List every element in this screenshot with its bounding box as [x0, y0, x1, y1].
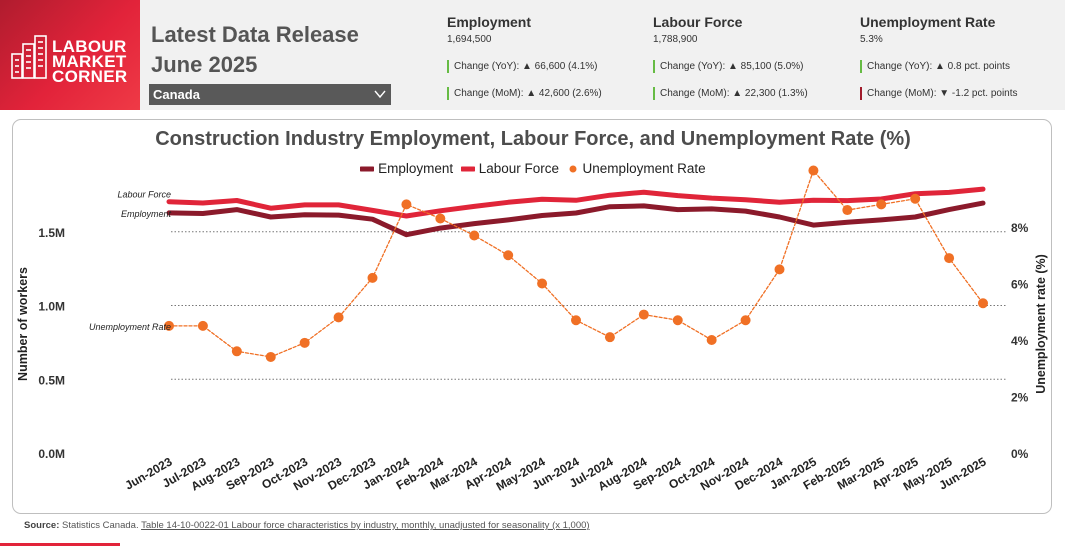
chevron-down-icon: [374, 90, 386, 99]
kpi-labour-force: Labour Force 1,788,900 Change (YoY): ▲ 8…: [653, 14, 808, 100]
legend-marker-employment: [360, 166, 375, 172]
source-text: Statistics Canada.: [59, 520, 142, 531]
data-point-unemployment-rate: [299, 337, 310, 348]
y-right-tick-label: 8%: [1011, 221, 1029, 235]
kpi-labour-force-name: Labour Force: [653, 14, 743, 30]
y-left-tick-label: 0.5M: [38, 373, 65, 387]
chart-legend: Employment Labour Force Unemployment Rat…: [13, 161, 1053, 176]
legend-label-unemployment-rate: Unemployment Rate: [582, 161, 706, 176]
y-right-tick-label: 6%: [1011, 278, 1029, 292]
data-point-unemployment-rate: [231, 346, 242, 357]
legend-marker-unemployment-rate: [569, 165, 577, 173]
data-point-unemployment-rate: [638, 309, 649, 320]
bottom-accent: [0, 543, 120, 546]
source-label: Source:: [24, 520, 60, 531]
kpi-employment-mom: Change (MoM): ▲ 42,600 (2.6%): [447, 87, 602, 100]
data-point-unemployment-rate: [503, 250, 514, 261]
region-select[interactable]: Canada: [149, 84, 391, 105]
line-label-employment: Employment: [121, 209, 172, 219]
kpi-unemployment-rate-name: Unemployment Rate: [860, 14, 996, 30]
data-point-unemployment-rate: [604, 332, 615, 343]
data-point-unemployment-rate: [197, 320, 208, 331]
kpi-labour-force-yoy: Change (YoY): ▲ 85,100 (5.0%): [653, 60, 804, 73]
kpi-unemployment-rate-mom: Change (MoM): ▼ -1.2 pct. points: [860, 87, 1018, 100]
data-point-unemployment-rate: [672, 315, 683, 326]
y-right-tick-label: 0%: [1011, 447, 1029, 461]
y-left-tick-label: 1.5M: [38, 226, 65, 240]
data-point-unemployment-rate: [808, 165, 819, 176]
kpi-unemployment-rate-yoy: Change (YoY): ▲ 0.8 pct. points: [860, 60, 1010, 73]
logo: LABOUR MARKET CORNER: [0, 0, 140, 110]
kpi-employment-name: Employment: [447, 14, 532, 30]
region-select-value: Canada: [153, 87, 200, 102]
kpi-labour-force-mom: Change (MoM): ▲ 22,300 (1.3%): [653, 87, 808, 100]
kpi-employment: Employment 1,694,500 Change (YoY): ▲ 66,…: [447, 14, 602, 100]
series-line-labour-force: [166, 186, 986, 219]
legend-label-labour-force: Labour Force: [478, 161, 560, 176]
source-note: Source: Statistics Canada. Table 14-10-0…: [24, 520, 590, 531]
kpi-employment-yoy: Change (YoY): ▲ 66,600 (4.1%): [447, 60, 598, 73]
data-point-unemployment-rate: [706, 335, 717, 345]
data-point-unemployment-rate: [571, 315, 581, 326]
kpi-employment-value: 1,694,500: [447, 34, 492, 45]
data-point-unemployment-rate: [435, 213, 446, 224]
data-point-unemployment-rate: [469, 230, 480, 241]
y-right-tick-label: 2%: [1011, 391, 1029, 405]
data-point-unemployment-rate: [537, 278, 548, 289]
data-point-unemployment-rate: [910, 193, 921, 204]
y-left-axis-title: Number of workers: [16, 267, 30, 381]
data-point-unemployment-rate: [265, 351, 276, 362]
logo-line-3: CORNER: [52, 67, 128, 86]
data-point-unemployment-rate: [876, 199, 887, 210]
data-point-unemployment-rate: [842, 205, 853, 216]
data-point-unemployment-rate: [774, 264, 785, 275]
line-label-unemployment-rate: Unemployment Rate: [89, 322, 171, 332]
data-point-unemployment-rate: [164, 320, 174, 331]
legend-item-employment[interactable]: Employment: [360, 161, 453, 176]
data-point-unemployment-rate: [740, 315, 751, 326]
release-date: June 2025: [151, 52, 258, 77]
y-left-tick-label: 1.0M: [38, 300, 65, 314]
logo-line-1: LABOUR: [52, 37, 127, 56]
series-line-employment: [166, 200, 986, 238]
chart-title: Construction Industry Employment, Labour…: [155, 128, 911, 150]
data-point-unemployment-rate: [944, 253, 955, 264]
source-link[interactable]: Table 14-10-0022-01 Labour force charact…: [141, 520, 590, 531]
y-right-tick-label: 4%: [1011, 334, 1029, 348]
logo-line-2: MARKET: [52, 52, 127, 71]
building-icon: [11, 35, 47, 79]
legend-item-labour-force[interactable]: Labour Force: [460, 161, 560, 176]
data-point-unemployment-rate: [401, 199, 412, 210]
data-point-unemployment-rate: [333, 312, 344, 323]
kpi-unemployment-rate-value: 5.3%: [860, 34, 883, 45]
line-label-labour-force: Labour Force: [117, 190, 171, 200]
kpi-labour-force-value: 1,788,900: [653, 34, 698, 45]
y-left-tick-label: 0.0M: [38, 447, 65, 461]
legend-item-unemployment-rate[interactable]: Unemployment Rate: [567, 161, 706, 176]
y-right-axis-title: Unemployment rate (%): [1034, 254, 1048, 394]
chart-card: Construction Industry Employment, Labour…: [12, 119, 1052, 514]
chart-plot: 0.0M 0.5M 1.0M 1.5M 0% 2% 4% 6% 8% Number of work…: [16, 165, 1048, 494]
data-point-unemployment-rate: [367, 272, 378, 283]
data-point-unemployment-rate: [978, 298, 988, 309]
release-title: Latest Data Release: [151, 22, 359, 47]
legend-label-employment: Employment: [378, 161, 454, 176]
legend-marker-labour-force: [460, 166, 475, 172]
kpi-unemployment-rate: Unemployment Rate 5.3% Change (YoY): ▲ 0…: [860, 14, 1018, 100]
